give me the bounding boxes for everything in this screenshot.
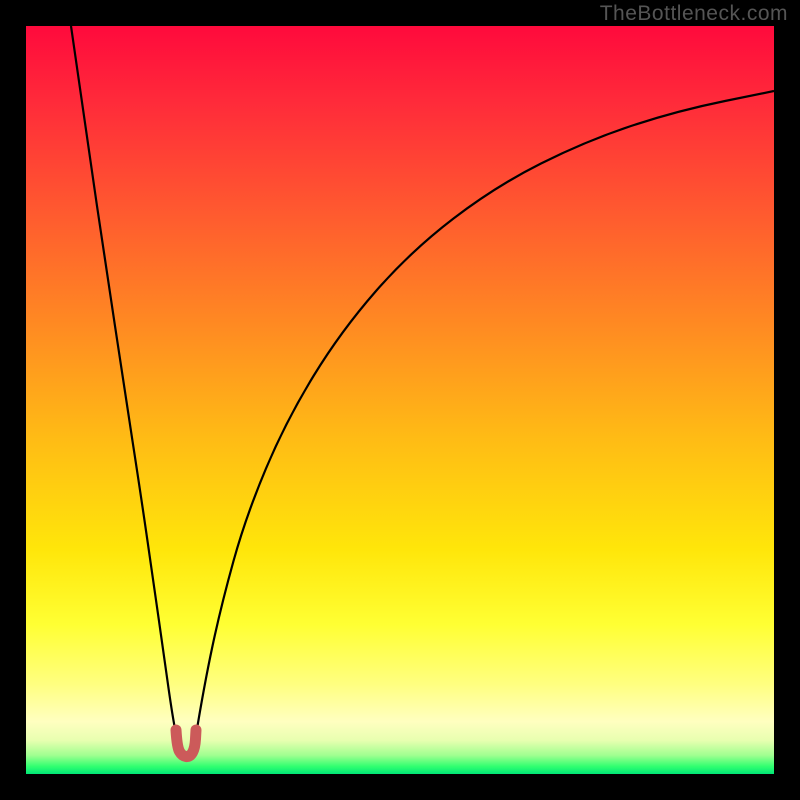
watermark-text: TheBottleneck.com [600, 2, 788, 26]
curve-left-arm [71, 26, 176, 735]
plot-area [26, 26, 774, 774]
curve-right-arm [196, 91, 774, 735]
minimum-marker [176, 730, 196, 757]
chart-container: TheBottleneck.com [0, 0, 800, 800]
curve-layer [26, 26, 774, 774]
